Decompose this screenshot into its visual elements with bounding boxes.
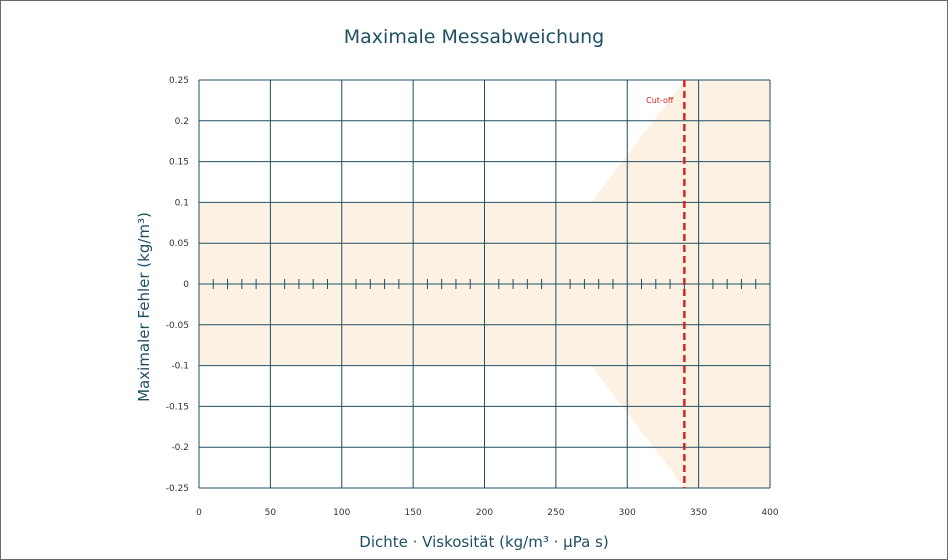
y-tick-label: 0.15 (169, 158, 189, 168)
x-tick-label: 300 (619, 508, 636, 518)
x-tick-label: 150 (405, 508, 422, 518)
cutoff-layer: Cut-off (646, 80, 686, 488)
y-tick-label: -0.1 (171, 362, 189, 372)
x-tick-label: 250 (547, 508, 564, 518)
x-tick-label: 350 (690, 508, 707, 518)
y-tick-label: 0.1 (175, 198, 189, 208)
y-tick-label: 0.2 (175, 117, 189, 127)
cutoff-label: Cut-off (646, 96, 674, 105)
x-tick-label: 200 (476, 508, 493, 518)
y-tick-label: 0 (183, 280, 189, 290)
y-tick-label: -0.05 (166, 321, 189, 331)
x-tick-label: 100 (333, 508, 350, 518)
y-tick-label: -0.2 (171, 443, 189, 453)
x-axis-label: Dichte · Viskosität (kg/m³ · µPa s) (359, 533, 609, 551)
x-tick-label: 400 (761, 508, 778, 518)
x-tick-label: 50 (265, 508, 277, 518)
y-tick-label: -0.25 (166, 484, 189, 494)
chart-title: Maximale Messabweichung (343, 26, 605, 48)
tick-label-layer: 0.25 0.2 0.15 0.1 0.05 0 -0.05 -0.1 -0.15 -0.2 -0.… (166, 76, 779, 518)
y-tick-label: 0.05 (169, 239, 189, 249)
y-tick-label: -0.15 (166, 402, 189, 412)
minor-tick-layer (212, 279, 757, 289)
x-tick-label: 0 (196, 508, 202, 518)
grid-layer (198, 79, 771, 489)
y-tick-label: 0.25 (169, 76, 189, 86)
